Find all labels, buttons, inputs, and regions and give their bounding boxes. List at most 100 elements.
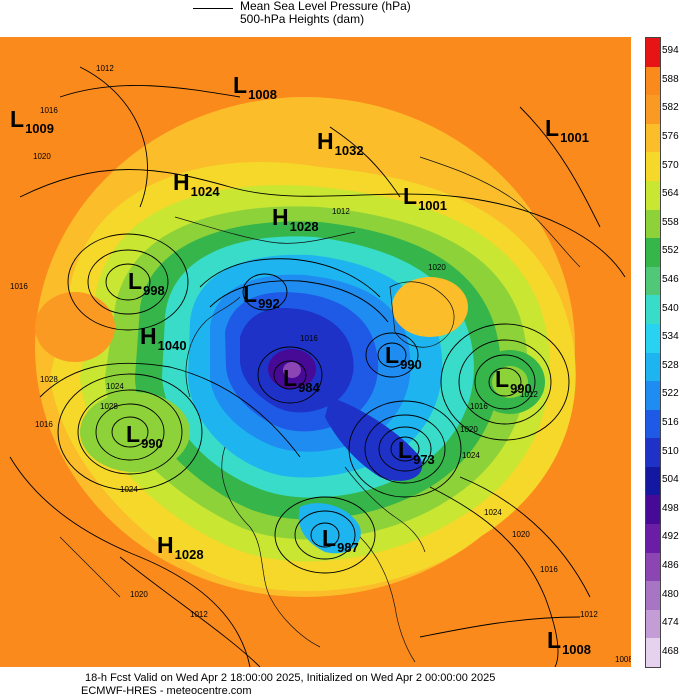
- isobar-ring: [87, 249, 169, 315]
- isobar-ring: [390, 436, 420, 462]
- colorbar-tick-label: 486: [662, 559, 679, 571]
- colorbar-cell: [646, 638, 660, 668]
- isobar-value-label: 1016: [40, 106, 58, 115]
- isobar-value-label: 1028: [40, 375, 58, 384]
- pressure-center-low: L1009: [10, 106, 54, 136]
- isobar-ring: [111, 416, 149, 448]
- colorbar: [645, 37, 661, 668]
- pressure-center-low: L984: [283, 365, 320, 395]
- isobar-value-label: 1016: [35, 420, 53, 429]
- colorbar-cell: [646, 409, 660, 439]
- isobar-value-label: 1028: [100, 402, 118, 411]
- isobar-line: [9, 456, 251, 667]
- isobar-line: [79, 66, 148, 208]
- forecast-validity: 18-h Fcst Valid on Wed Apr 2 18:00:00 20…: [85, 672, 496, 684]
- colorbar-cell: [646, 581, 660, 611]
- isobar-value-label: 1012: [520, 390, 538, 399]
- pressure-center-low: L1001: [403, 183, 447, 213]
- isobar-value-label: 1012: [190, 610, 208, 619]
- colorbar-cell: [646, 38, 660, 68]
- colorbar-cell: [646, 381, 660, 411]
- shade-trough-south: [298, 503, 361, 554]
- isobar-ring: [458, 339, 552, 425]
- isobar-ring: [378, 426, 432, 472]
- isobar-ring: [105, 263, 151, 301]
- colorbar-tick-label: 558: [662, 216, 679, 228]
- pressure-center-low: L990: [385, 342, 422, 372]
- colorbar-cell: [646, 209, 660, 239]
- colorbar-cell: [646, 524, 660, 554]
- coastline: [221, 446, 321, 648]
- pressure-center-low: L1008: [547, 627, 591, 657]
- colorbar-cell: [646, 495, 660, 525]
- colorbar-cell: [646, 238, 660, 268]
- colorbar-cell: [646, 323, 660, 353]
- shade-486: [283, 362, 301, 378]
- colorbar-tick-label: 534: [662, 331, 679, 343]
- map-panel: 1012 1016 1020 1012 1016 1024 1028 1012 1016 1020…: [0, 37, 631, 667]
- pressure-center-low: L987: [322, 525, 359, 555]
- polar-map: 1012 1016 1020 1012 1016 1024 1028 1012 1016 1020…: [0, 47, 631, 667]
- colorbar-tick-label: 528: [662, 359, 679, 371]
- colorbar-cell: [646, 438, 660, 468]
- shade-low-west: [80, 392, 190, 472]
- colorbar-tick-label: 474: [662, 617, 679, 629]
- isobar-line: [59, 85, 241, 98]
- isobar-ring: [274, 496, 376, 574]
- isobar-value-label: 1012: [96, 64, 114, 73]
- coastline: [419, 156, 581, 268]
- coastlines: [59, 156, 581, 663]
- colorbar-cell: [646, 180, 660, 211]
- isobar-line: [329, 126, 401, 198]
- isobar-line: [459, 476, 591, 598]
- colorbar-tick-label: 576: [662, 131, 679, 143]
- isobar-value-label: 1024: [484, 508, 502, 517]
- isobar-ring: [294, 510, 356, 560]
- chart-header: Mean Sea Level Pressure (hPa) 500-hPa He…: [0, 0, 681, 36]
- chart-footer: 18-h Fcst Valid on Wed Apr 2 18:00:00 20…: [0, 670, 681, 700]
- colorbar-tick-label: 480: [662, 588, 679, 600]
- colorbar-tick-label: 582: [662, 102, 679, 114]
- isobar-ring: [257, 346, 323, 404]
- isobar-value-label: 1020: [33, 152, 51, 161]
- colorbar-cell: [646, 66, 660, 96]
- shade-low-east-inner: [492, 366, 528, 398]
- isobar-line: [119, 556, 261, 667]
- isobars: [9, 66, 626, 667]
- isobar-line: [429, 486, 559, 667]
- colorbar-cell: [646, 552, 660, 582]
- pressure-center-low: L990: [126, 421, 163, 451]
- isobar-value-label: 1008: [615, 655, 631, 664]
- pressure-center-low: L973: [398, 437, 435, 467]
- legend-line-sample: [193, 8, 233, 9]
- coastline: [59, 536, 121, 598]
- model-source: ECMWF-HRES - meteocentre.com: [81, 685, 252, 697]
- pressure-center-high: H1024: [173, 169, 220, 199]
- isobar-value-label: 1024: [120, 485, 138, 494]
- isobar-ring: [348, 400, 462, 498]
- isobar-ring: [488, 367, 522, 397]
- isobar-value-label: 1016: [300, 334, 318, 343]
- coastline: [185, 296, 241, 398]
- isobar-line: [519, 106, 601, 228]
- isobar-ring: [67, 233, 189, 331]
- pressure-center-low: L1001: [545, 115, 589, 145]
- isobar-ring: [377, 342, 407, 368]
- colorbar-cell: [646, 152, 660, 182]
- isobar-line: [39, 362, 301, 458]
- pressure-center-high: H1040: [140, 323, 187, 353]
- coastline: [359, 536, 416, 663]
- colorbar-tick-label: 498: [662, 502, 679, 514]
- colorbar-tick-label: 516: [662, 416, 679, 428]
- isobar-value-label: 1024: [462, 451, 480, 460]
- isobar-ring: [474, 354, 536, 410]
- legend-label-mslp: Mean Sea Level Pressure (hPa): [240, 0, 411, 13]
- isobar-value-label: 1024: [106, 382, 124, 391]
- colorbar-tick-label: 594: [662, 45, 679, 57]
- isobar-line: [199, 258, 381, 298]
- isobar-value-label: 1020: [130, 590, 148, 599]
- isobar-value-label: 1012: [332, 207, 350, 216]
- colorbar-tick-label: 492: [662, 531, 679, 543]
- pressure-center-high: H1032: [317, 128, 364, 158]
- pressure-center-low: L998: [128, 268, 165, 298]
